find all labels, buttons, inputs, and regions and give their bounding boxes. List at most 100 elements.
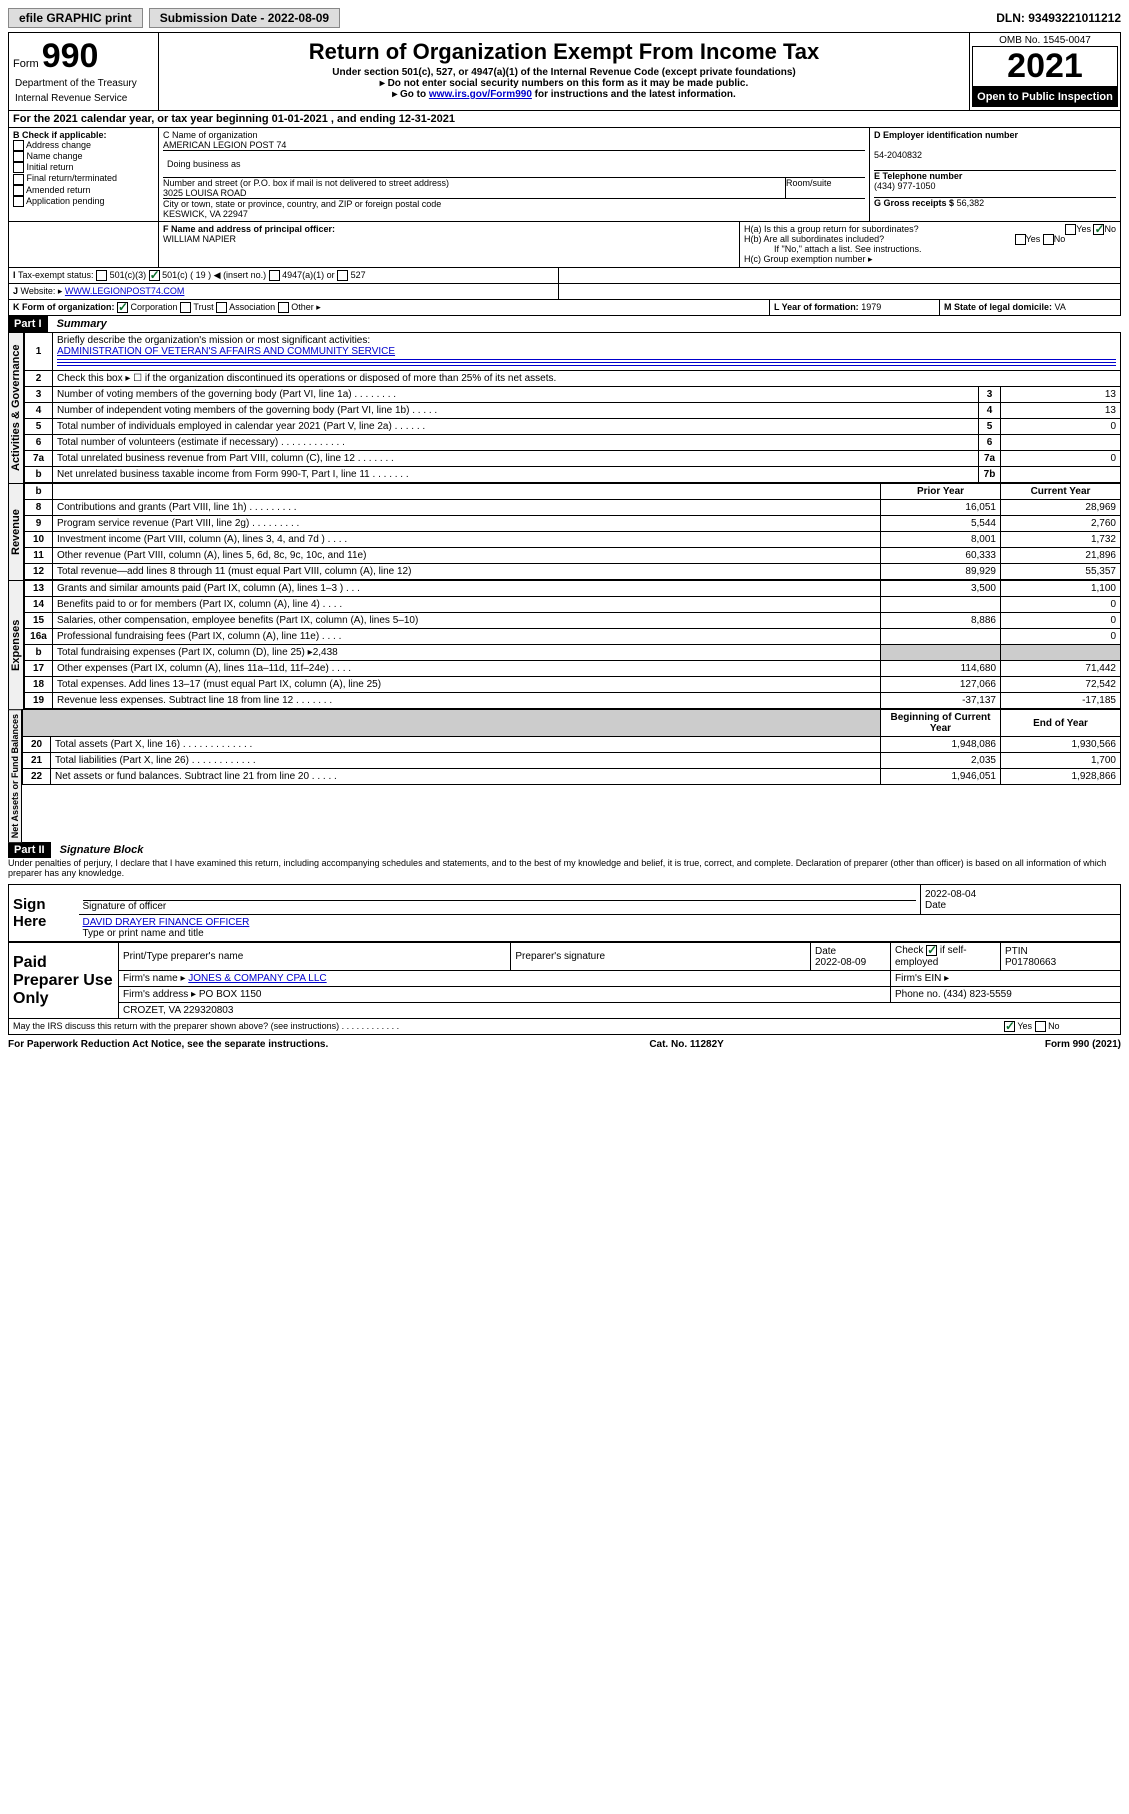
ptin-value: P01780663 xyxy=(1005,957,1056,968)
col-end: End of Year xyxy=(1001,710,1121,737)
corp-checkbox[interactable] xyxy=(117,302,128,313)
officer-name: WILLIAM NAPIER xyxy=(163,234,236,244)
addr-label: Number and street (or P.O. box if mail i… xyxy=(163,178,449,188)
ein-value: 54-2040832 xyxy=(874,150,922,160)
part2-header: Part II xyxy=(8,842,51,858)
subtitle-2: ▸ Do not enter social security numbers o… xyxy=(163,78,965,89)
boxb-checkbox[interactable] xyxy=(13,162,24,173)
discuss-no-checkbox[interactable] xyxy=(1035,1021,1046,1032)
opt-4947: 4947(a)(1) or xyxy=(282,270,335,280)
prep-date-label: Date xyxy=(815,946,836,957)
trust-checkbox[interactable] xyxy=(180,302,191,313)
prep-name-label: Print/Type preparer's name xyxy=(119,943,511,970)
self-emp-checkbox[interactable] xyxy=(926,945,937,956)
firm-name-label: Firm's name ▸ xyxy=(123,973,186,984)
501c-checkbox[interactable] xyxy=(149,270,160,281)
vlabel-revenue: Revenue xyxy=(8,483,24,580)
opt-trust: Trust xyxy=(193,302,213,312)
discuss-no-label: No xyxy=(1048,1021,1060,1031)
footer-right: Form 990 (2021) xyxy=(1045,1039,1121,1050)
yes-label-2: Yes xyxy=(1026,234,1041,244)
hb-label: H(b) Are all subordinates included? xyxy=(744,234,884,244)
boxb-checkbox[interactable] xyxy=(13,151,24,162)
hb-no-checkbox[interactable] xyxy=(1043,234,1054,245)
527-checkbox[interactable] xyxy=(337,270,348,281)
part1-title: Summary xyxy=(51,318,107,330)
dln-label: DLN: 93493221011212 xyxy=(996,11,1121,25)
sig-date-label: Date xyxy=(925,900,946,911)
no-label-2: No xyxy=(1054,234,1066,244)
gross-receipts-value: 56,382 xyxy=(957,198,985,208)
form-word: Form xyxy=(13,58,39,70)
boxb-checkbox[interactable] xyxy=(13,174,24,185)
form-number: 990 xyxy=(42,37,99,75)
firm-ein-label: Firm's EIN ▸ xyxy=(891,970,1121,986)
officer-printed-name[interactable]: DAVID DRAYER FINANCE OFFICER xyxy=(83,917,250,928)
form-title: Return of Organization Exempt From Incom… xyxy=(163,39,965,65)
part1-header: Part I xyxy=(8,316,48,332)
ha-label: H(a) Is this a group return for subordin… xyxy=(744,224,919,234)
ha-yes-checkbox[interactable] xyxy=(1065,224,1076,235)
sig-date: 2022-08-04 xyxy=(925,889,976,900)
self-emp-label: Check xyxy=(895,946,926,957)
dept-irs: Internal Revenue Service xyxy=(13,91,154,106)
opt-corp: Corporation xyxy=(131,302,178,312)
efile-button[interactable]: efile GRAPHIC print xyxy=(8,8,143,28)
boxb-checkbox[interactable] xyxy=(13,140,24,151)
4947-checkbox[interactable] xyxy=(269,270,280,281)
form-header: Form 990 Department of the Treasury Inte… xyxy=(8,32,1121,111)
discuss-label: May the IRS discuss this return with the… xyxy=(9,1019,1000,1034)
part2-title: Signature Block xyxy=(54,844,144,856)
sign-here-label: Sign Here xyxy=(9,885,79,942)
room-suite-label: Room/suite xyxy=(785,178,865,198)
firm-addr-label: Firm's address ▸ xyxy=(123,989,196,1000)
street-address: 3025 LOUISA ROAD xyxy=(163,188,247,198)
tax-year: 2021 xyxy=(972,46,1118,87)
501c3-checkbox[interactable] xyxy=(96,270,107,281)
yes-label: Yes xyxy=(1076,224,1091,234)
assoc-checkbox[interactable] xyxy=(216,302,227,313)
open-inspection: Open to Public Inspection xyxy=(972,87,1118,107)
box-b-label: B Check if applicable: xyxy=(13,130,154,140)
subtitle-3-post: for instructions and the latest informat… xyxy=(535,89,736,100)
vlabel-net: Net Assets or Fund Balances xyxy=(8,709,22,842)
hb-yes-checkbox[interactable] xyxy=(1015,234,1026,245)
firm-name[interactable]: JONES & COMPANY CPA LLC xyxy=(188,973,326,984)
subtitle-3-pre: ▸ Go to xyxy=(392,89,429,100)
website-link[interactable]: WWW.LEGIONPOST74.COM xyxy=(65,286,185,296)
website-label: Website: ▸ xyxy=(21,286,63,296)
hc-label: H(c) Group exemption number ▸ xyxy=(744,254,1116,265)
prep-sig-label: Preparer's signature xyxy=(511,943,811,970)
boxb-checkbox[interactable] xyxy=(13,196,24,207)
other-checkbox[interactable] xyxy=(278,302,289,313)
ptin-label: PTIN xyxy=(1005,946,1028,957)
col-begin: Beginning of Current Year xyxy=(881,710,1001,737)
irs-link[interactable]: www.irs.gov/Form990 xyxy=(429,89,532,100)
col-prior: Prior Year xyxy=(881,484,1001,500)
city-value: KESWICK, VA 22947 xyxy=(163,209,248,219)
no-label: No xyxy=(1104,224,1116,234)
footer-left: For Paperwork Reduction Act Notice, see … xyxy=(8,1039,328,1050)
state-domicile-value: VA xyxy=(1055,302,1066,312)
sig-officer-label: Signature of officer xyxy=(83,901,167,912)
ha-no-checkbox[interactable] xyxy=(1093,224,1104,235)
officer-name-label: Type or print name and title xyxy=(83,928,204,939)
org-name: AMERICAN LEGION POST 74 xyxy=(163,140,286,150)
paid-preparer-label: Paid Preparer Use Only xyxy=(9,943,119,1018)
vlabel-governance: Activities & Governance xyxy=(8,332,24,483)
mission-text[interactable]: ADMINISTRATION OF VETERAN'S AFFAIRS AND … xyxy=(57,346,395,357)
phone-label: E Telephone number xyxy=(874,171,962,181)
org-name-label: C Name of organization xyxy=(163,130,258,140)
firm-addr2: CROZET, VA 229320803 xyxy=(119,1002,1121,1018)
submission-date-button[interactable]: Submission Date - 2022-08-09 xyxy=(149,8,340,28)
gross-receipts-label: G Gross receipts $ xyxy=(874,198,954,208)
opt-assoc: Association xyxy=(229,302,275,312)
q2-label: Check this box ▸ ☐ if the organization d… xyxy=(53,371,1121,387)
firm-phone: (434) 823-5559 xyxy=(943,989,1011,1000)
omb-number: OMB No. 1545-0047 xyxy=(972,35,1118,46)
opt-501c: 501(c) ( 19 ) ◀ (insert no.) xyxy=(162,270,266,280)
boxb-checkbox[interactable] xyxy=(13,185,24,196)
discuss-yes-label: Yes xyxy=(1017,1021,1032,1031)
discuss-yes-checkbox[interactable] xyxy=(1004,1021,1015,1032)
perjury-text: Under penalties of perjury, I declare th… xyxy=(8,858,1121,878)
